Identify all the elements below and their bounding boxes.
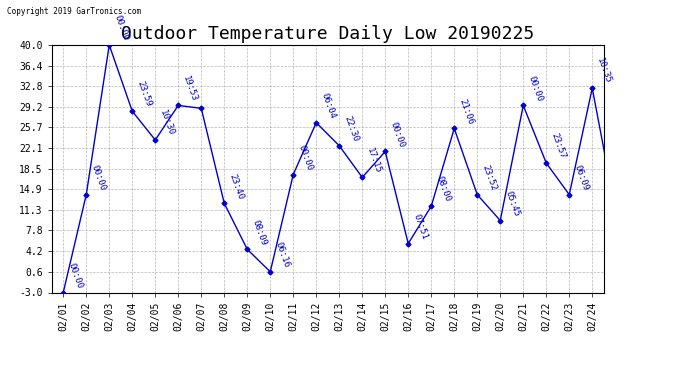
Text: 00:00: 00:00: [66, 261, 83, 290]
Title: Outdoor Temperature Daily Low 20190225: Outdoor Temperature Daily Low 20190225: [121, 26, 534, 44]
Text: 00:00: 00:00: [388, 120, 406, 149]
Text: 21:06: 21:06: [457, 98, 475, 126]
Text: 23:52: 23:52: [480, 164, 497, 192]
Text: 23:40: 23:40: [227, 172, 245, 201]
Text: 10:35: 10:35: [595, 57, 613, 86]
Text: 08:00: 08:00: [434, 175, 452, 203]
Text: 10:30: 10:30: [158, 109, 176, 137]
Text: 07:51: 07:51: [411, 213, 428, 241]
Text: 06:16: 06:16: [273, 241, 290, 269]
Text: 06:09: 06:09: [572, 164, 590, 192]
Text: 23:58: 23:58: [0, 374, 1, 375]
Text: 06:04: 06:04: [319, 92, 337, 120]
Text: 00:00: 00:00: [526, 74, 544, 103]
Text: 23:57: 23:57: [549, 132, 566, 160]
Text: 17:15: 17:15: [365, 146, 383, 175]
Text: 05:45: 05:45: [503, 189, 521, 218]
Text: 00:00: 00:00: [296, 143, 314, 172]
Text: 00:00: 00:00: [112, 14, 130, 42]
Text: Copyright 2019 GarTronics.com: Copyright 2019 GarTronics.com: [7, 8, 141, 16]
Text: 00:00: 00:00: [89, 164, 107, 192]
Text: 22:30: 22:30: [342, 115, 359, 143]
Text: 08:09: 08:09: [250, 218, 268, 246]
Text: 19:53: 19:53: [181, 74, 199, 103]
Text: 23:59: 23:59: [135, 80, 152, 108]
Text: Temperature  (°F): Temperature (°F): [600, 24, 690, 33]
